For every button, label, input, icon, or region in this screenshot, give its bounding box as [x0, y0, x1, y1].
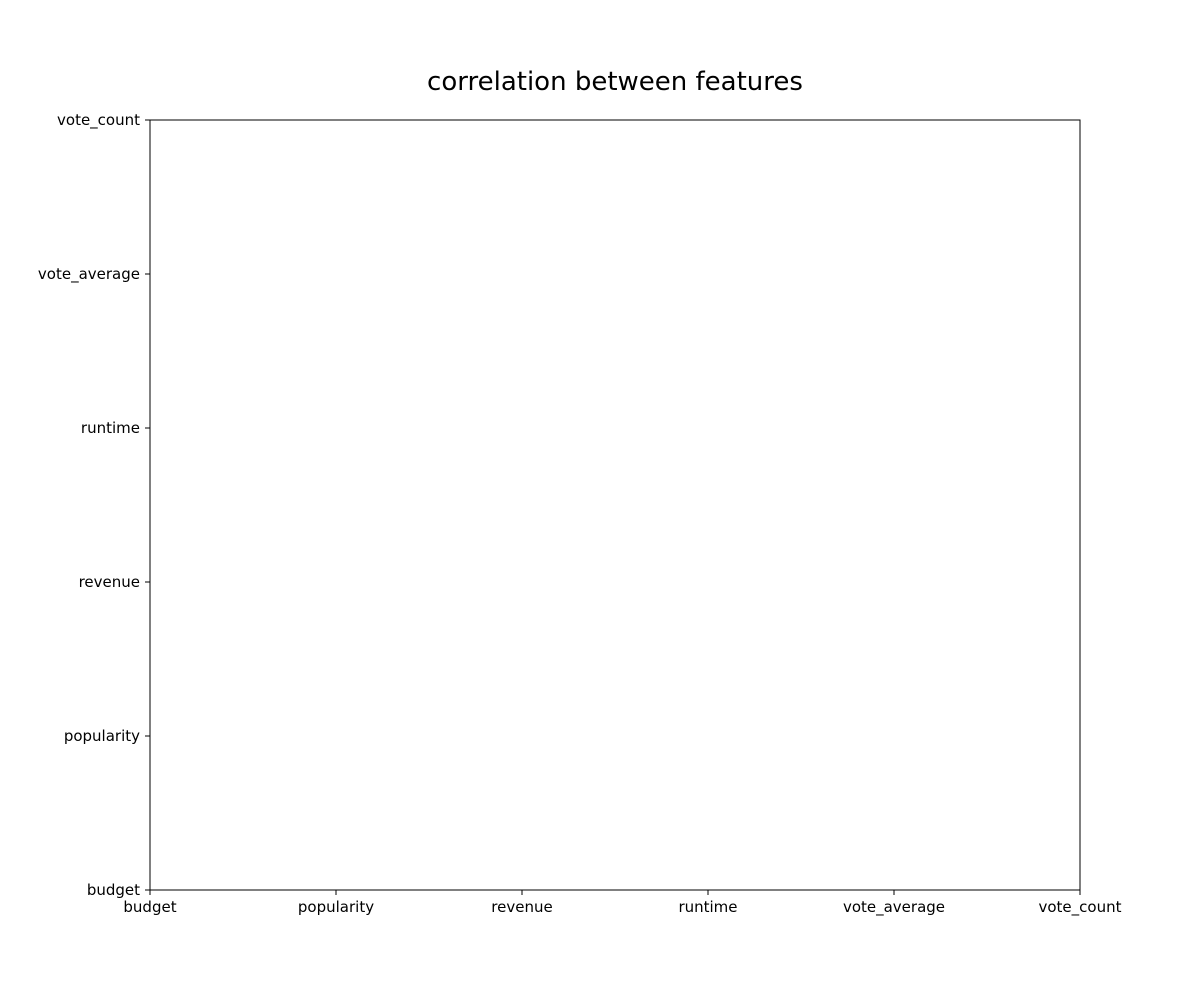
- x-tick-label-budget: budget: [123, 898, 176, 916]
- y-tick-label-runtime: runtime: [81, 419, 140, 437]
- x-tick-label-revenue: revenue: [491, 898, 552, 916]
- y-tick-label-popularity: popularity: [64, 727, 140, 745]
- x-tick-label-runtime: runtime: [678, 898, 737, 916]
- y-tick-label-vote_average: vote_average: [38, 265, 140, 284]
- y-tick-label-budget: budget: [87, 881, 140, 899]
- plot-area: [149, 119, 1081, 891]
- x-axis: budget popularity revenue runtime vote_avera…: [123, 890, 1122, 917]
- y-axis: budget popularity revenue runtime vote_avera…: [38, 111, 150, 899]
- x-tick-label-vote_average: vote_average: [843, 898, 945, 917]
- y-tick-label-vote_count: vote_count: [57, 111, 140, 130]
- x-tick-label-vote_count: vote_count: [1039, 898, 1122, 917]
- chart-title: correlation between features: [427, 67, 803, 97]
- x-tick-label-popularity: popularity: [298, 898, 374, 916]
- y-tick-label-revenue: revenue: [79, 573, 140, 591]
